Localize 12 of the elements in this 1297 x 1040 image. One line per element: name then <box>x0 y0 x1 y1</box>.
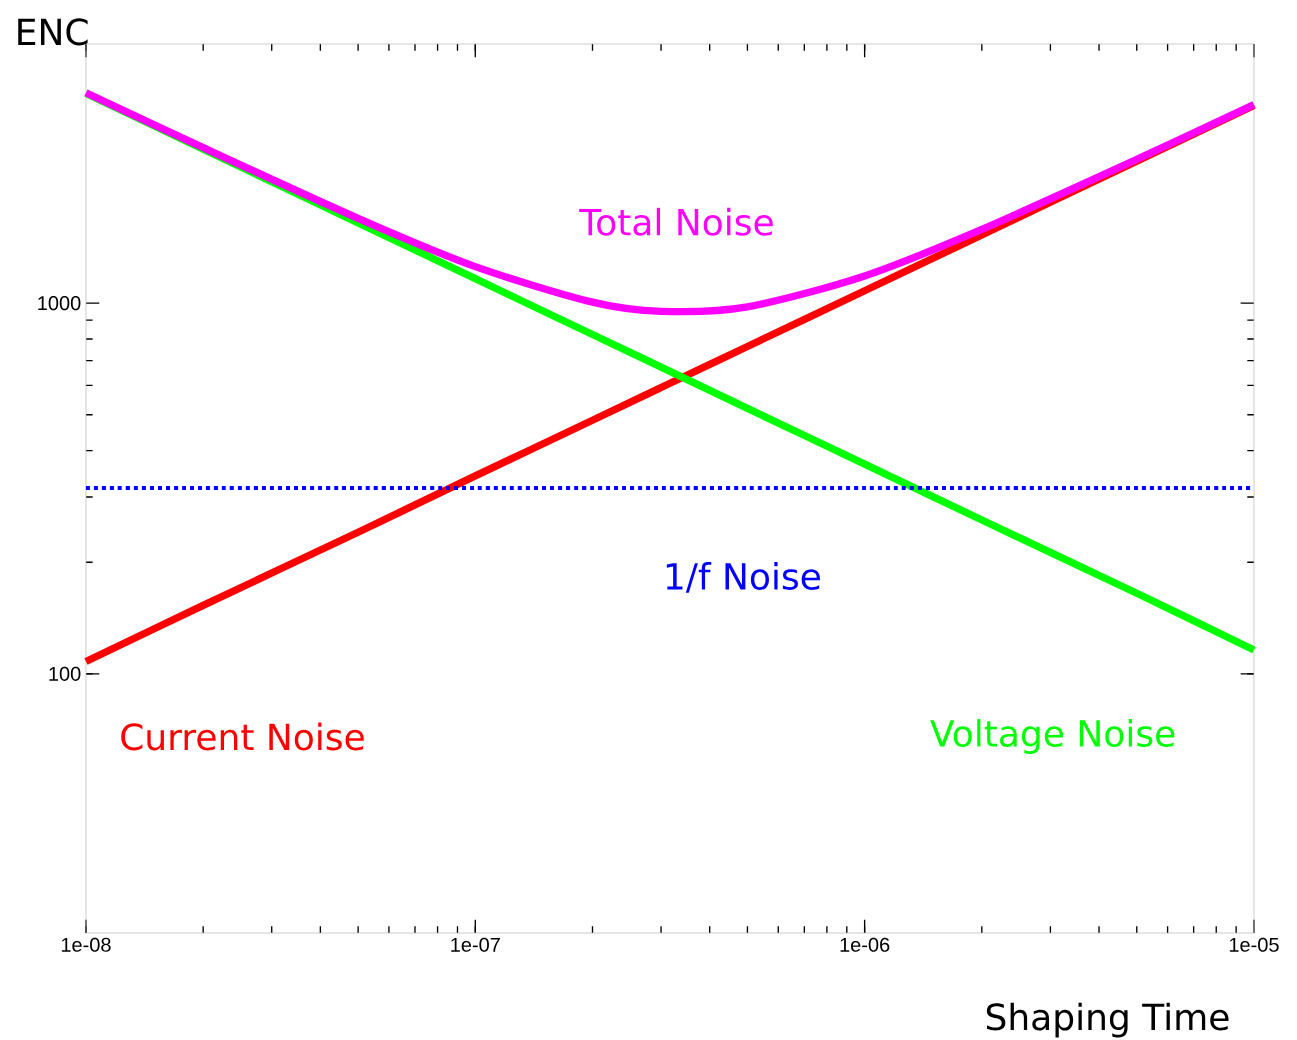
x-tick-label: 1e-08 <box>61 937 111 952</box>
series-label: Current Noise <box>121 722 364 751</box>
x-tick-label: 1e-05 <box>1229 937 1279 952</box>
x-tick-label: 1e-06 <box>840 937 890 952</box>
y-tick-label: 1000 <box>38 296 81 311</box>
text: Voltage Noise <box>930 719 1175 754</box>
text: 1/f Noise <box>666 562 820 593</box>
y-axis-title: ENC <box>18 18 88 46</box>
x-axis-title: Shaping Time <box>986 1002 1229 1038</box>
y-tick-label: 100 <box>49 666 81 681</box>
series-label: Total Noise <box>579 207 773 236</box>
x-tick-label: 1e-07 <box>451 937 500 952</box>
